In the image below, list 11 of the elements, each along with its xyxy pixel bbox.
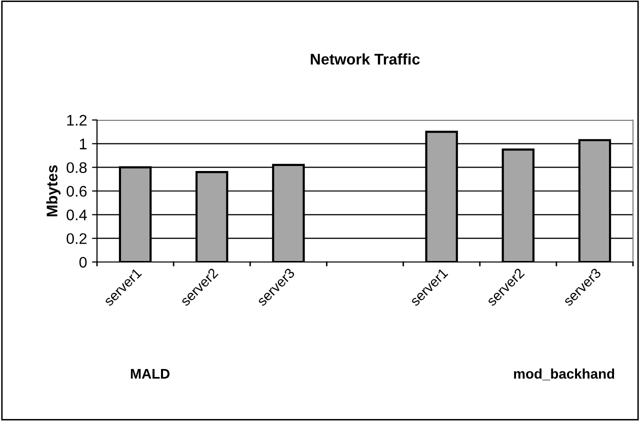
y-tick-label: 0.6	[66, 186, 87, 197]
text: mod_backhand	[514, 368, 614, 380]
text: MALD	[130, 369, 170, 379]
y-tick-label: 0.2	[66, 233, 87, 244]
chart-title: Network Traffic	[310, 53, 420, 65]
y-axis-title: Mbytes	[46, 165, 60, 216]
y-tick-label: 1.2	[67, 114, 87, 126]
y-tick-label: 0.4	[66, 210, 87, 220]
y-tick-label: 0	[79, 256, 87, 268]
y-tick-label: 0.8	[66, 162, 87, 174]
y-tick-label: 1	[80, 138, 87, 150]
